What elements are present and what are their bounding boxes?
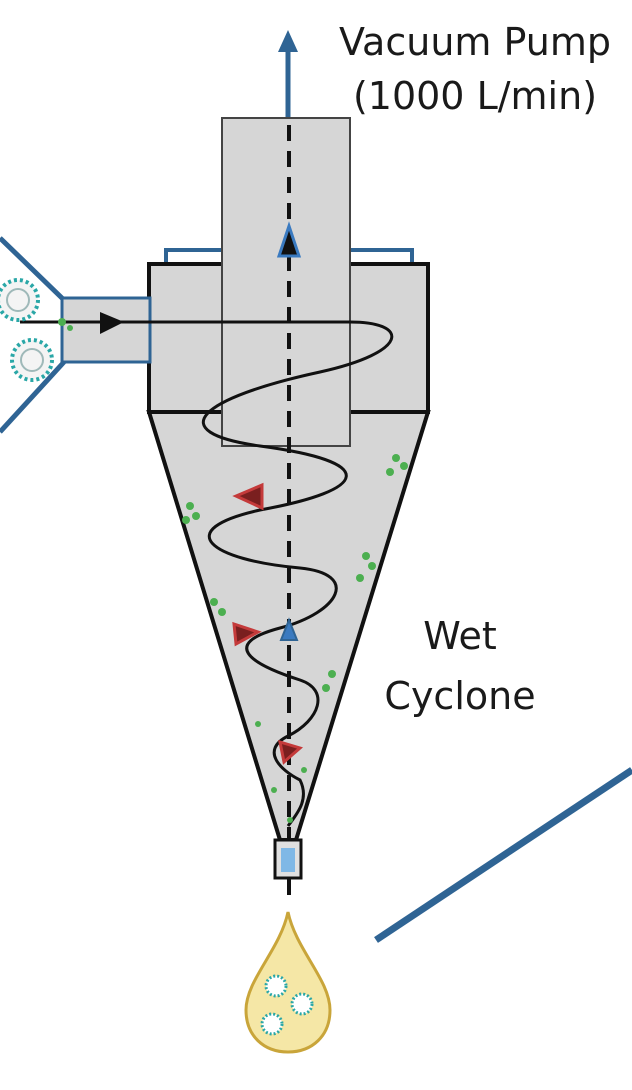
vortex-finder — [221, 117, 351, 447]
captured-particles — [58, 318, 408, 823]
droplet-icon — [244, 911, 332, 1054]
virus-icon — [0, 278, 40, 322]
inlet-funnel — [0, 236, 66, 434]
cyclone-label: Cyclone — [384, 674, 536, 718]
virus-icon — [10, 338, 54, 382]
outlet-up-arrow-icon — [278, 30, 298, 118]
drain-line — [374, 767, 632, 943]
vacuum-pump-label: Vacuum Pump — [339, 20, 611, 64]
wet-label: Wet — [423, 614, 497, 658]
updraft-arrow-icon — [279, 617, 299, 641]
spiral-arrow-icon — [232, 621, 262, 647]
flow-rate-label: (1000 L/min) — [352, 74, 598, 118]
inlet-arrow-icon — [100, 312, 124, 334]
updraft-arrow-icon — [276, 221, 302, 258]
spiral-arrow-icon — [232, 482, 264, 511]
nozzle-liquid — [281, 848, 295, 872]
spiral-arrow-icon — [278, 739, 304, 765]
